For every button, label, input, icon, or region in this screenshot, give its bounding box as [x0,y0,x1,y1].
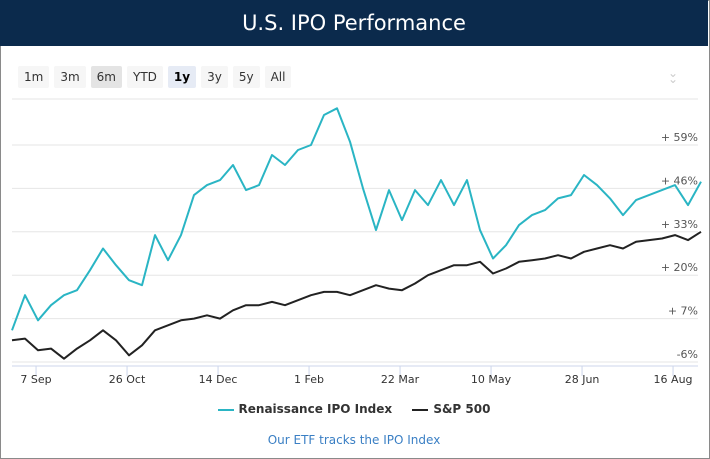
range-button-1m[interactable]: 1m [18,66,50,88]
x-tick-label: 28 Jun [565,373,600,386]
x-tick-label: 10 May [471,373,512,386]
legend-label: Renaissance IPO Index [238,402,393,416]
y-tick-label: + 33% [661,218,698,231]
range-selector: 1m 3m 6m YTD 1y 3y 5y All [18,66,292,88]
y-tick-label: -6% [677,348,698,361]
range-button-6m[interactable]: 6m [90,66,122,88]
range-button-1y[interactable]: 1y [167,66,197,88]
x-tick-label: 14 Dec [199,373,238,386]
double-chevron-down-icon[interactable]: ⌄ ⌄ [668,66,679,86]
x-tick-label: 16 Aug [654,373,693,386]
range-button-ytd[interactable]: YTD [126,66,163,88]
sp500-line [11,230,702,360]
x-tick-label: 1 Feb [294,373,324,386]
legend-item-ipo[interactable]: Renaissance IPO Index [217,402,393,416]
legend: Renaissance IPO Index S&P 500 [0,402,708,416]
y-tick-label: + 46% [661,174,698,187]
range-button-5y[interactable]: 5y [232,66,260,88]
etf-link[interactable]: Our ETF tracks the IPO Index [267,433,441,447]
x-tick-label: 7 Sep [20,373,51,386]
range-button-all[interactable]: All [264,66,292,88]
line-chart: -6% + 7% + 20% + 33% + 46% + 59% 7 Sep 26 Oct 14… [11,98,702,386]
x-tick-label: 26 Oct [109,373,146,386]
legend-label: S&P 500 [433,402,491,416]
range-button-3y[interactable]: 3y [201,66,228,88]
y-tick-label: + 7% [668,305,698,318]
legend-swatch [217,408,234,411]
legend-item-sp500[interactable]: S&P 500 [412,402,490,416]
range-button-3m[interactable]: 3m [54,66,86,88]
legend-swatch [412,408,429,411]
y-tick-label: + 20% [661,261,698,274]
y-tick-label: + 59% [661,131,698,144]
ipo-index-line [11,107,702,331]
chart-title: U.S. IPO Performance [0,0,708,46]
x-tick-label: 22 Mar [381,373,420,386]
